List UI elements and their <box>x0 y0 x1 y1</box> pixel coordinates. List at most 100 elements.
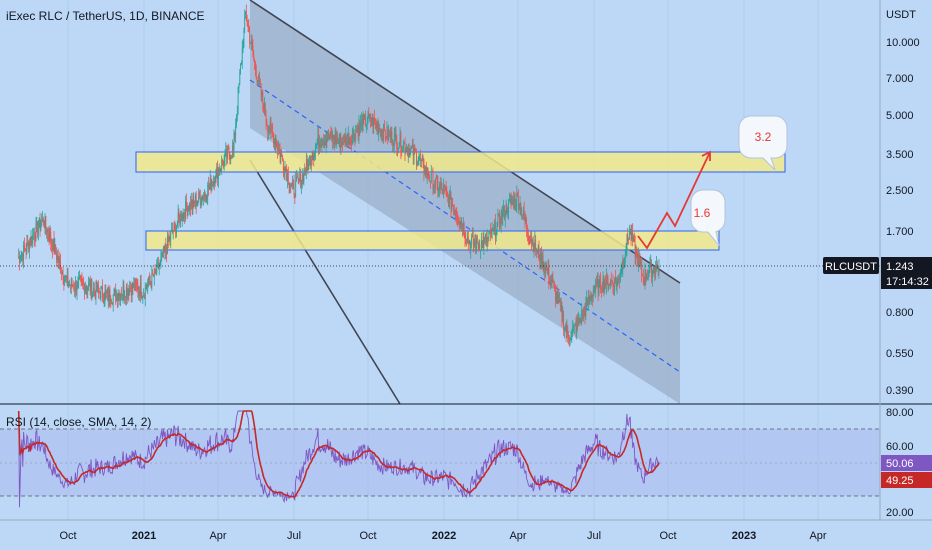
channel-lower-line[interactable] <box>249 159 401 405</box>
candle-down <box>388 132 390 135</box>
candle-up <box>620 270 622 277</box>
candle-up <box>215 170 217 183</box>
candle-up <box>287 173 288 182</box>
candle-up <box>316 142 318 144</box>
candle-up <box>647 275 649 279</box>
candle-down <box>296 176 298 178</box>
candle-up <box>564 326 566 328</box>
candle-up <box>345 135 347 145</box>
candle-down <box>273 133 274 144</box>
candle-down <box>148 277 150 283</box>
candle-down <box>126 287 128 297</box>
callout-target-2[interactable]: 3.2 <box>738 115 788 171</box>
candle-up <box>116 294 117 301</box>
time-label: Apr <box>209 530 226 542</box>
candle-down <box>654 272 656 274</box>
candle-down <box>109 290 111 302</box>
candle-up <box>651 270 653 279</box>
candle-up <box>550 279 551 284</box>
candle-down <box>260 83 262 96</box>
candle-down <box>424 172 426 175</box>
candle-up <box>596 279 598 284</box>
candle-down <box>217 166 218 180</box>
candle-up <box>84 287 86 293</box>
candle-down <box>195 195 197 207</box>
candle-down <box>575 324 577 334</box>
candle-down <box>350 138 352 140</box>
candle-down <box>545 267 547 268</box>
candle-down <box>326 139 328 142</box>
candle-up <box>566 327 568 334</box>
candle-down <box>307 163 309 170</box>
candle-down <box>144 295 145 299</box>
candle-up <box>231 146 233 158</box>
candle-up <box>467 236 468 243</box>
candle-up <box>462 223 464 232</box>
candle-down <box>346 135 348 146</box>
candle-down <box>171 229 173 233</box>
candle-up <box>371 116 373 124</box>
candle-up <box>38 227 39 235</box>
candle-down <box>542 255 544 271</box>
candle-up <box>332 134 334 142</box>
candle-up <box>564 327 565 330</box>
candle-up <box>78 278 80 281</box>
candle-up <box>572 327 574 330</box>
candle-up <box>235 124 237 136</box>
candle-down <box>259 75 260 83</box>
candle-up <box>352 129 354 136</box>
time-label: 2023 <box>732 530 756 542</box>
candle-down <box>70 284 71 286</box>
projection-line[interactable] <box>637 151 711 250</box>
resistance-zone-upper[interactable] <box>135 151 786 173</box>
callout-target-1[interactable]: 1.6 <box>690 189 726 246</box>
candle-down <box>310 155 311 166</box>
candle-down <box>29 242 31 246</box>
candle-up <box>233 132 235 149</box>
candle-up <box>65 275 66 279</box>
candle-up <box>305 172 306 173</box>
candle-down <box>485 234 487 244</box>
candle-down <box>222 159 223 163</box>
candle-up <box>366 122 368 125</box>
candle-down <box>61 273 62 274</box>
candle-up <box>417 162 419 165</box>
channel-mid-line[interactable] <box>249 79 681 373</box>
candle-down <box>641 262 643 276</box>
candle-down <box>643 283 645 285</box>
candle-up <box>79 276 80 279</box>
candle-up <box>143 295 145 297</box>
candle-down <box>149 282 151 284</box>
candle-up <box>378 128 380 134</box>
price-tick: 0.550 <box>886 348 914 360</box>
candle-up <box>625 250 627 256</box>
candle-down <box>532 240 534 253</box>
candle-down <box>231 156 232 158</box>
price-axis[interactable]: USDT 10.000 7.000 5.000 3.500 2.500 1.70… <box>823 9 932 397</box>
candle-down <box>538 247 540 261</box>
candle-down <box>477 243 479 249</box>
candle-up <box>521 214 523 216</box>
candle-up <box>85 287 87 289</box>
candle-up <box>296 176 297 181</box>
rsi-axis[interactable]: 80.00 60.00 20.00 50.06 49.25 <box>881 407 932 519</box>
candle-down <box>558 294 560 303</box>
candle-up <box>633 236 634 242</box>
candle-up <box>569 340 571 342</box>
candle-up <box>47 229 48 233</box>
rsi-value-box <box>881 455 932 471</box>
resistance-zone-lower[interactable] <box>145 230 720 251</box>
candle-up <box>421 156 423 160</box>
projection-path[interactable] <box>637 150 711 250</box>
candle-down <box>374 122 376 124</box>
candle-up <box>173 222 175 232</box>
candle-down <box>393 143 394 147</box>
candle-down <box>304 169 306 173</box>
candle-down <box>559 299 561 307</box>
candle-up <box>227 147 228 159</box>
candle-down <box>186 208 188 216</box>
candle-up <box>451 204 453 210</box>
time-axis[interactable]: Oct 2021 Apr Jul Oct 2022 Apr Jul Oct 20… <box>59 530 826 542</box>
candle-down <box>93 288 95 292</box>
